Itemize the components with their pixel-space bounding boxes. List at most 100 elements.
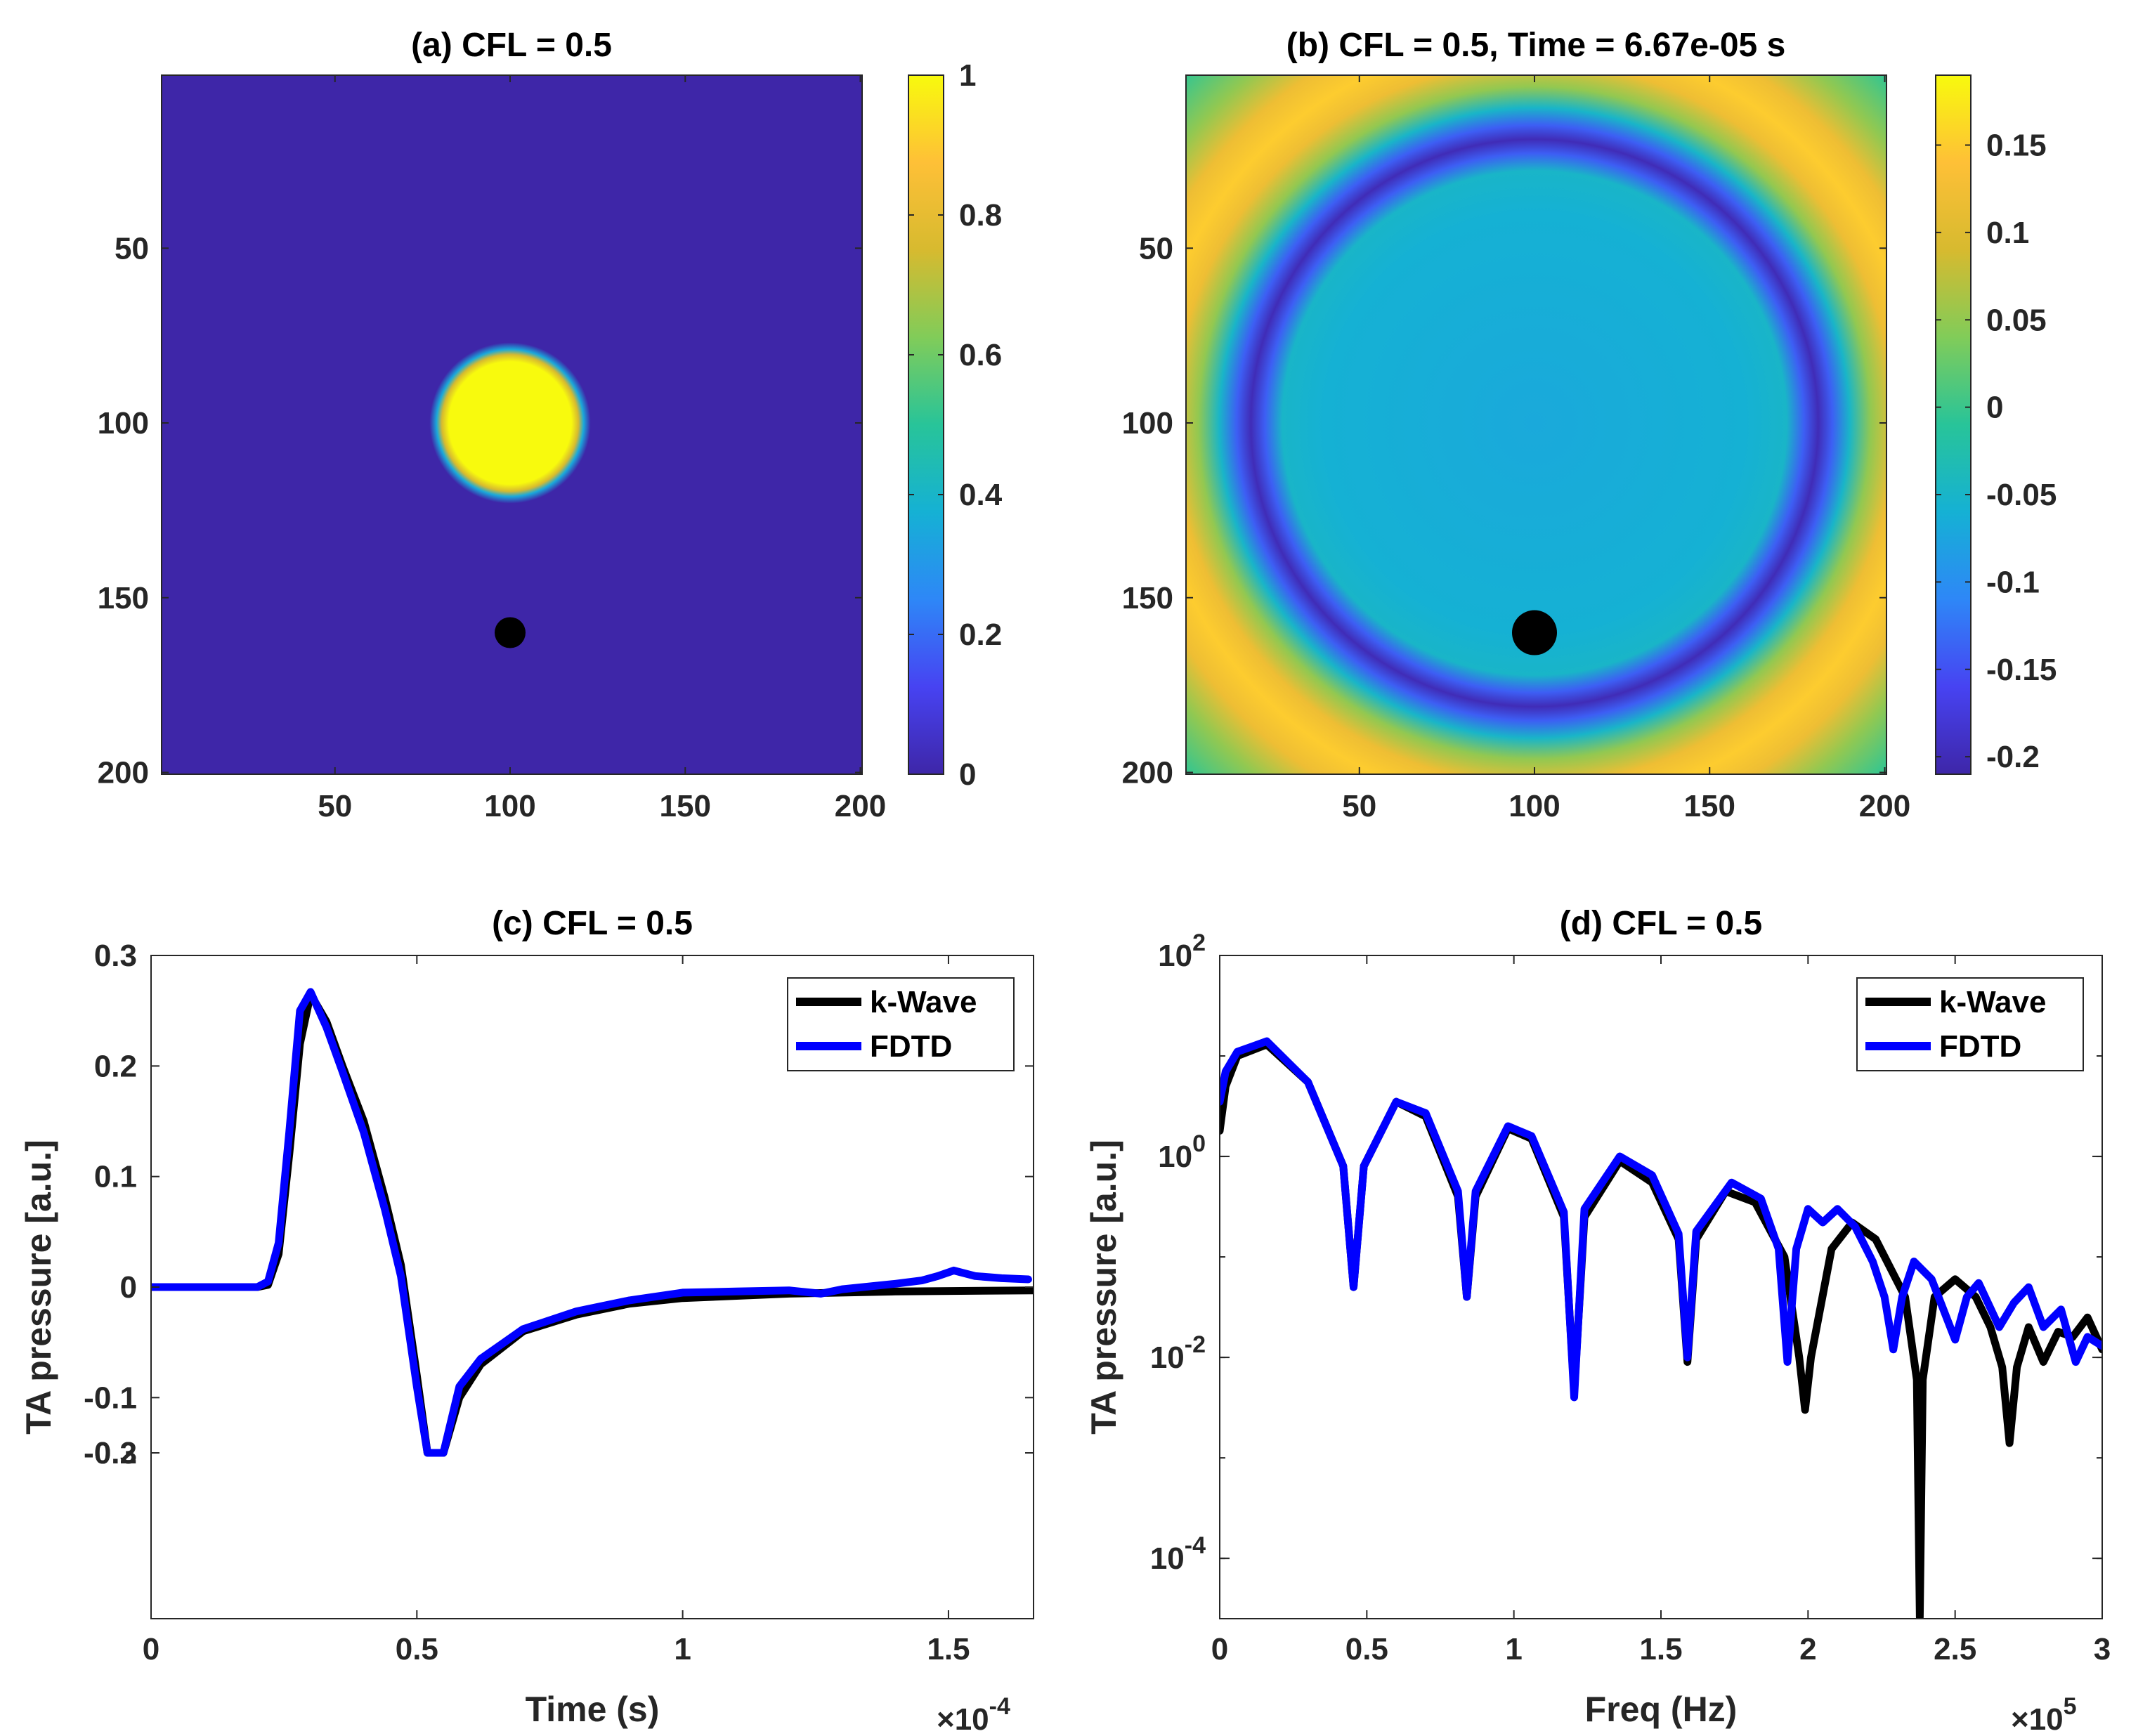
- c-ytick-label: -0.3: [84, 1436, 137, 1470]
- d-xtick-label: 0: [1211, 1632, 1228, 1666]
- panel-c-ticks: 0 0.5 1 1.5 -0.3-0.2 -0.1 0 0.1 0.2 0.3: [84, 939, 1034, 1666]
- panel-d-legend-box: [1856, 977, 2084, 1071]
- a-cbar-tick-label: 0.8: [959, 198, 1002, 233]
- d-xtick-label: 2: [1799, 1632, 1816, 1666]
- panel-c-legend: k-Wave FDTD: [787, 977, 1015, 1071]
- b-cbar-tick-label: 0.05: [1986, 303, 2047, 337]
- b-xtick-label: 100: [1508, 789, 1560, 823]
- a-xtick-label: 200: [835, 789, 886, 823]
- a-ytick-label: 50: [115, 231, 149, 266]
- panel-b-ticks: 50 100 150 200 50 100 150 200: [1122, 75, 1910, 823]
- panel-a-disk-circle: [429, 342, 591, 504]
- b-cbar-tick-label: -0.05: [1986, 478, 2057, 512]
- panel-b-wavefront-field: [1186, 75, 1886, 774]
- panel-b-colorbar: [1935, 74, 1972, 775]
- panel-a-disk: [429, 342, 591, 504]
- b-cbar-tick-label: 0: [1986, 391, 2003, 425]
- d-xtick-label: 0.5: [1345, 1632, 1388, 1666]
- panel-a-marker: [495, 617, 526, 648]
- panel-b-marker: [1512, 610, 1558, 655]
- panel-d-xlabel: Freq (Hz): [1585, 1690, 1738, 1729]
- b-ytick-label: 200: [1122, 756, 1173, 790]
- b-cbar-tick-label: 0.1: [1986, 216, 2029, 250]
- a-cbar-tick-label: 0.2: [959, 618, 1002, 652]
- d-ytick-label-exponent: -4: [1185, 1532, 1206, 1559]
- panel-c-series: [151, 988, 1034, 1457]
- d-ytick-label-base: 10: [1150, 1340, 1185, 1375]
- c-xtick-label: 0.5: [396, 1632, 438, 1666]
- b-ytick-label: 100: [1122, 406, 1173, 440]
- panel-c-legend-label-fdtd: FDTD: [870, 1029, 952, 1064]
- d-xtick-label: 2.5: [1934, 1632, 1976, 1666]
- panel-c-legend-box: [787, 977, 1015, 1071]
- c-ytick-label: 0.2: [94, 1049, 137, 1083]
- a-xtick-label: 50: [318, 789, 352, 823]
- d-ytick-label-base: 10: [1158, 1140, 1192, 1174]
- panel-a-title: (a) CFL = 0.5: [411, 27, 612, 64]
- panel-c-x-multiplier: ×10-4: [937, 1693, 1010, 1736]
- panel-b-frame: [1185, 74, 1887, 775]
- panel-b-title: (b) CFL = 0.5, Time = 6.67e-05 s: [1286, 27, 1786, 64]
- panel-b-colorbar-ticks: -0.2 -0.15 -0.1 -0.05 0 0.05 0.1 0.15: [1936, 129, 2057, 774]
- c-ytick-label: 0.3: [94, 939, 137, 973]
- panel-b-image: [1186, 75, 1886, 774]
- b-cbar-tick-label: -0.15: [1986, 653, 2057, 687]
- b-xtick-label: 150: [1684, 789, 1735, 823]
- panel-c-title: (c) CFL = 0.5: [492, 905, 693, 942]
- panel-a-colorbar: [908, 74, 944, 775]
- d-xtick-label: 1: [1505, 1632, 1522, 1666]
- d-ytick-label-base: 10: [1150, 1541, 1185, 1576]
- a-cbar-tick-label: 0.4: [959, 478, 1003, 512]
- d-ytick-label-exponent: -2: [1185, 1331, 1206, 1358]
- panel-d-ylabel: TA pressure [a.u.]: [1084, 1140, 1123, 1435]
- d-ytick-label-exponent: 2: [1192, 929, 1206, 956]
- panel-d-x-multiplier: ×105: [2011, 1693, 2077, 1736]
- a-ytick-label: 200: [98, 756, 149, 790]
- a-ytick-label: 100: [98, 406, 149, 440]
- panel-d-legend-label-fdtd: FDTD: [1939, 1029, 2021, 1064]
- c-ytick-label: 0.1: [94, 1160, 137, 1194]
- b-cbar-tick-label: -0.1: [1986, 565, 2040, 599]
- d-ytick-label-exponent: 0: [1192, 1130, 1206, 1157]
- b-xtick-label: 200: [1859, 789, 1910, 823]
- d-ytick-label: 10-2: [1150, 1331, 1206, 1375]
- c-xtick-label: 1.5: [927, 1632, 970, 1666]
- d-ytick-label-base: 10: [1158, 939, 1192, 973]
- b-cbar-tick-label: -0.2: [1986, 740, 2040, 774]
- panel-d-legend: k-Wave FDTD: [1856, 977, 2084, 1071]
- d-ytick-label: 10-4: [1150, 1532, 1206, 1576]
- panel-c-legend-label-kwave: k-Wave: [870, 985, 977, 1019]
- panel-b: (b) CFL = 0.5, Time = 6.67e-05 s 50 100 15…: [1122, 27, 2057, 823]
- panel-d-title: (d) CFL = 0.5: [1560, 905, 1763, 942]
- d-xtick-label: 1.5: [1639, 1632, 1682, 1666]
- panel-a-image: [162, 75, 862, 774]
- a-xtick-label: 100: [484, 789, 535, 823]
- c-xtick-label: 0: [143, 1632, 159, 1666]
- c-ytick-label: -0.1: [84, 1381, 137, 1415]
- panel-c-xlabel: Time (s): [526, 1690, 660, 1729]
- c-ytick-label: -0.2: [84, 1436, 137, 1470]
- c-series-fdtd: [151, 988, 1032, 1457]
- panel-a-colorbar-ticks: 0 0.2 0.4 0.6 0.8 1: [908, 58, 1003, 792]
- b-ytick-label: 50: [1139, 231, 1173, 266]
- panel-d-legend-label-kwave: k-Wave: [1939, 985, 2046, 1019]
- panel-a-frame: [161, 74, 863, 775]
- d-ytick-label: 102: [1158, 929, 1206, 973]
- d-xtick-label: 3: [2094, 1632, 2111, 1666]
- a-xtick-label: 150: [660, 789, 711, 823]
- panel-c: (c) CFL = 0.5 0 0.5 1 1.5 -0.3-0.2 -0.1 0 0.1 0.…: [19, 905, 1034, 1736]
- c-ytick-label: 0: [120, 1270, 137, 1305]
- d-series-fdtd: [1220, 1037, 2102, 1402]
- panel-a-ticks: 50 100 150 200 50 100 150 200: [98, 75, 886, 823]
- b-ytick-label: 150: [1122, 581, 1173, 615]
- panel-c-ylabel: TA pressure [a.u.]: [19, 1140, 58, 1435]
- c-xtick-label: 1: [674, 1632, 691, 1666]
- b-cbar-tick-label: 0.15: [1986, 129, 2047, 163]
- panel-d: (d) CFL = 0.5 0 0.5 1 1.5 2 2.5 310-410-210010…: [1084, 905, 2111, 1736]
- a-cbar-tick-label: 0.6: [959, 338, 1002, 372]
- d-ytick-label: 100: [1158, 1130, 1206, 1174]
- b-xtick-label: 50: [1342, 789, 1376, 823]
- a-ytick-label: 150: [98, 581, 149, 615]
